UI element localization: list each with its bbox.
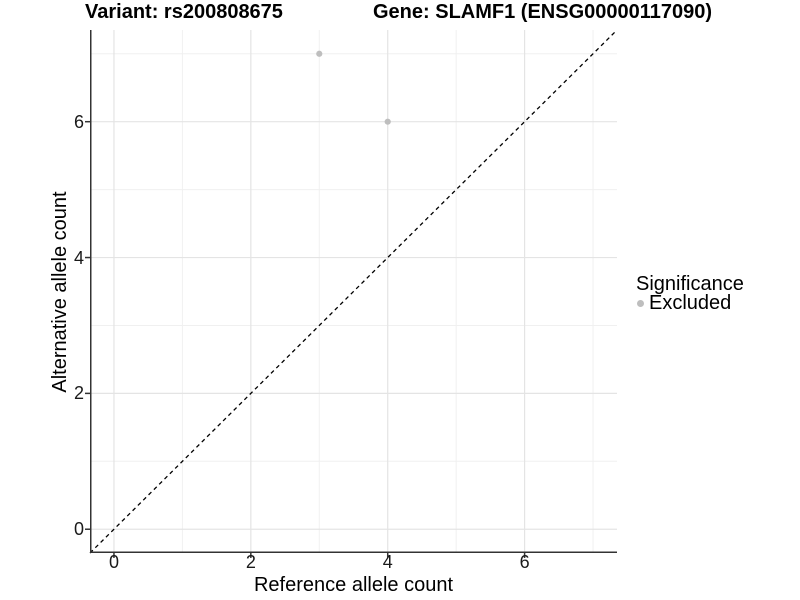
plot-panel	[85, 29, 618, 558]
legend: Significance Excluded	[636, 273, 744, 314]
excluded-point-marker-icon	[637, 299, 644, 307]
plot-title-gene: Gene: SLAMF1 (ENSG00000117090)	[373, 1, 713, 23]
identity-dashed-line	[89, 29, 618, 554]
x-tick-label: 4	[382, 552, 393, 572]
x-tick-label: 0	[108, 552, 119, 572]
plot-title-variant: Variant: rs200808675	[85, 1, 283, 23]
x-tick-label: 2	[245, 552, 256, 572]
y-tick-label: 0	[73, 519, 84, 540]
y-tick-label: 6	[73, 111, 84, 132]
x-axis-title: Reference allele count	[253, 574, 453, 596]
data-point	[316, 50, 323, 57]
y-tick-label: 4	[73, 247, 84, 268]
x-tick-label: 6	[519, 552, 530, 572]
plot-canvas	[85, 29, 618, 558]
data-point	[384, 118, 391, 125]
y-tick-label: 2	[73, 383, 84, 404]
legend-item-excluded: Excluded	[636, 292, 744, 314]
legend-item-label: Excluded	[649, 292, 732, 314]
y-axis-title: Alternative allele count	[49, 191, 71, 393]
legend-title: Significance	[636, 273, 744, 295]
